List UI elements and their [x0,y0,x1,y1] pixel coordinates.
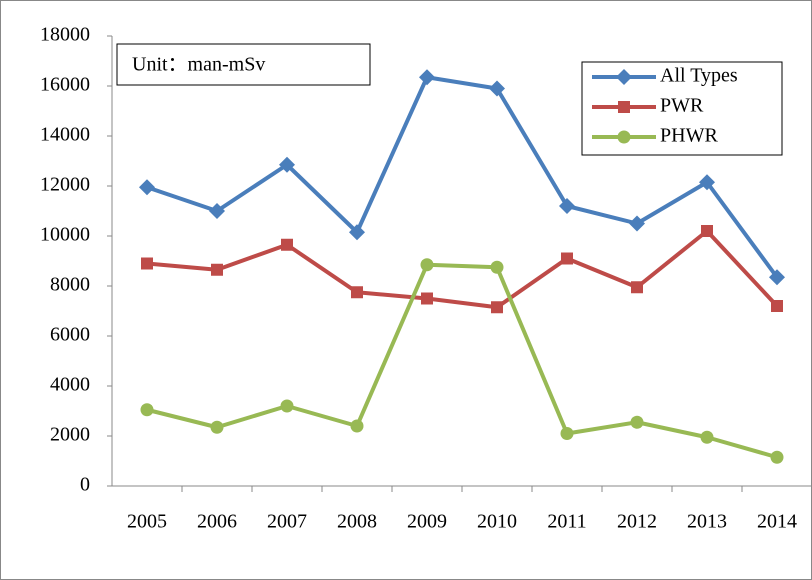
point-marker [351,286,363,299]
point-marker [279,156,295,173]
unit-box [116,43,371,86]
x-tick-label: 2006 [197,511,237,533]
point-marker [349,224,365,241]
x-tick-label: 2011 [547,511,586,533]
point-marker [771,300,783,312]
point-marker [699,174,715,191]
y-tick-label: 2000 [50,424,90,446]
point-marker [140,403,154,417]
y-tick-label: 10000 [40,224,90,246]
point-marker [559,198,575,214]
point-marker [209,203,225,219]
point-marker [211,263,223,276]
x-tick-label: 2013 [687,511,727,533]
y-tick-label: 8000 [50,274,90,296]
x-tick-label: 2008 [337,511,377,533]
point-marker [700,430,714,444]
point-marker [701,225,713,237]
point-marker [489,80,505,97]
point-marker [421,292,433,305]
series-line [146,75,779,279]
x-tick-label: 2009 [407,511,447,533]
y-tick-label: 14000 [40,124,90,146]
point-marker [281,238,293,251]
point-marker [139,179,155,196]
legend-label: All Types [660,65,738,87]
y-tick-label: 6000 [50,324,90,346]
point-marker [280,399,294,413]
point-marker [769,269,785,286]
y-tick-label: 18000 [40,24,90,46]
point-marker [560,427,574,440]
legend-label: PWR [660,95,704,117]
point-marker [420,258,434,272]
point-marker [491,301,503,314]
unit-annotation: Unit：man-mSv [132,54,265,76]
y-tick-label: 0 [80,474,90,496]
point-marker [630,415,644,429]
x-tick-label: 2010 [477,511,517,533]
point-marker [350,419,364,433]
point-marker [629,215,645,232]
legend-marker [618,101,630,113]
y-tick-label: 16000 [40,74,90,96]
x-tick-label: 2014 [757,511,797,533]
series-line [146,229,779,310]
y-tick-label: 4000 [50,374,90,396]
point-marker [490,260,504,274]
legend-marker [616,69,632,85]
point-marker [561,252,573,265]
x-tick-label: 2005 [127,511,167,533]
x-tick-label: 2012 [617,511,657,533]
y-tick-label: 12000 [40,174,90,196]
point-marker [770,450,784,464]
point-marker [141,257,153,270]
x-tick-label: 2007 [267,511,307,533]
point-marker [419,69,435,86]
point-marker [631,281,643,294]
series-line [146,262,778,460]
legend-label: PHWR [660,125,718,147]
point-marker [210,420,224,434]
legend-marker [617,130,631,144]
